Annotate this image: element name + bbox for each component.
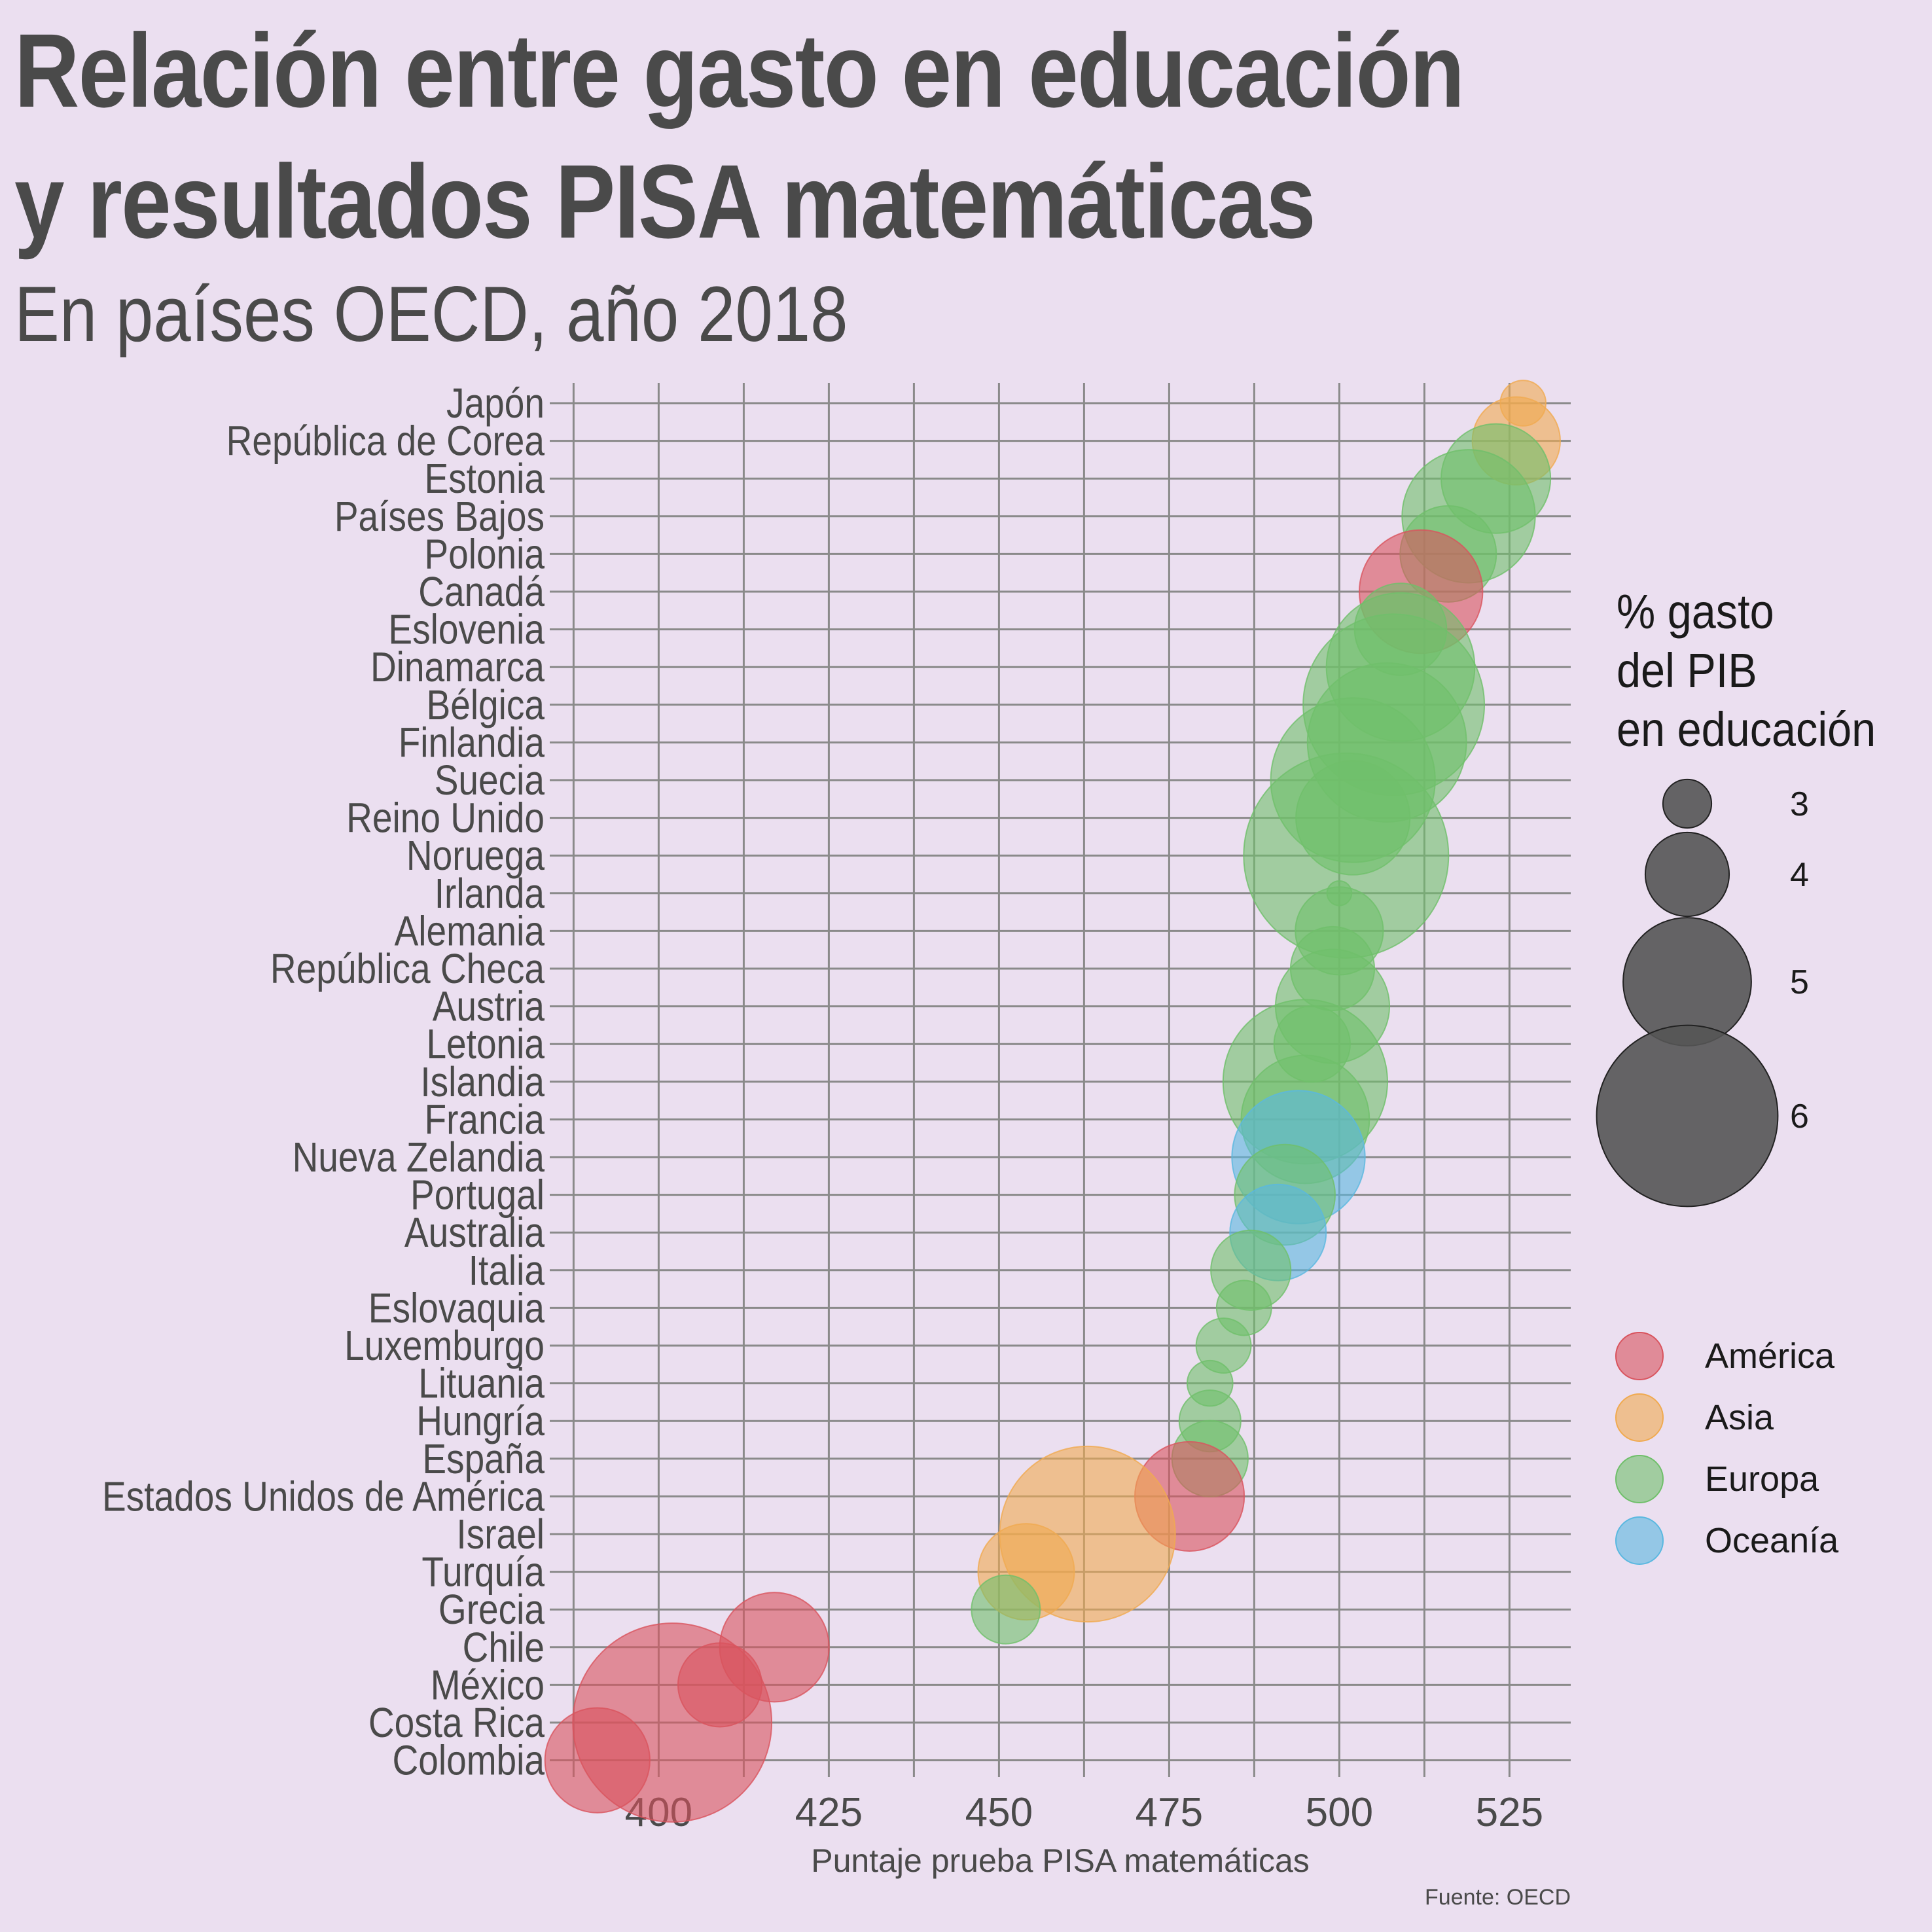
color-legend-swatch — [1615, 1455, 1664, 1503]
country-label: Estados Unidos de América — [102, 1473, 545, 1520]
color-legend-label: América — [1705, 1336, 1835, 1376]
country-label: Francia — [425, 1096, 545, 1143]
country-label: Canadá — [418, 568, 545, 615]
country-label: Reino Unido — [346, 795, 545, 842]
country-label: Suecia — [435, 757, 545, 804]
country-label: Lituania — [418, 1360, 545, 1407]
country-label: Israel — [456, 1511, 545, 1558]
country-label: República de Corea — [226, 418, 545, 465]
country-label: Turquía — [421, 1548, 545, 1596]
country-label: Islandia — [420, 1058, 545, 1105]
country-label: Portugal — [410, 1172, 545, 1219]
x-tick-label: 500 — [1306, 1790, 1373, 1835]
country-label: Japón — [446, 380, 545, 427]
size-legend-label: 6 — [1790, 1098, 1809, 1136]
chart-title: Relación entre gasto en educación y resu… — [14, 5, 1465, 267]
country-label: España — [422, 1435, 545, 1482]
country-label: Colombia — [393, 1737, 545, 1784]
bubble-point — [544, 1707, 651, 1814]
size-legend-title: % gasto del PIB en educación — [1617, 584, 1876, 757]
country-label: Bélgica — [427, 681, 545, 728]
country-label: Eslovenia — [388, 606, 545, 653]
color-legend-label: Asia — [1705, 1398, 1774, 1437]
x-tick-label: 425 — [795, 1790, 863, 1835]
x-axis-title: Puntaje prueba PISA matemáticas — [811, 1842, 1310, 1879]
x-axis-ticks: 400425450475500525 — [625, 1790, 1543, 1835]
country-label: Finlandia — [399, 719, 545, 766]
country-label: Eslovaquia — [368, 1284, 545, 1331]
country-label: Costa Rica — [368, 1699, 545, 1746]
bubble-point — [971, 1574, 1041, 1645]
country-label: Estonia — [424, 455, 545, 502]
country-label: Hungría — [416, 1397, 545, 1444]
size-legend-label: 5 — [1790, 963, 1809, 1001]
country-label: Nueva Zelandia — [293, 1134, 545, 1181]
x-tick-label: 525 — [1476, 1790, 1543, 1835]
grid — [550, 383, 1571, 1777]
chart-subtitle: En países OECD, año 2018 — [14, 270, 848, 358]
color-legend-label: Europa — [1705, 1459, 1819, 1499]
size-legend-circle — [1662, 778, 1713, 829]
x-tick-label: 450 — [965, 1790, 1033, 1835]
country-label: Australia — [404, 1209, 545, 1256]
size-legend-circle — [1596, 1024, 1779, 1208]
country-label: Letonia — [426, 1020, 545, 1067]
country-label: Austria — [433, 983, 545, 1030]
country-label: Irlanda — [435, 870, 545, 917]
country-label: México — [431, 1661, 545, 1708]
source-note: Fuente: OECD — [1425, 1885, 1571, 1910]
color-legend-swatch — [1615, 1332, 1664, 1380]
bubbles — [544, 380, 1561, 1823]
country-label: Grecia — [438, 1586, 545, 1633]
country-label: Luxemburgo — [344, 1322, 545, 1369]
color-legend-swatch — [1615, 1393, 1664, 1442]
size-legend: 3 4 5 6 — [1596, 778, 1809, 1208]
country-label: Países Bajos — [334, 493, 545, 540]
color-legend: América Asia Europa Oceanía — [1615, 1332, 1839, 1565]
color-legend-label: Oceanía — [1705, 1521, 1839, 1560]
country-label: Italia — [469, 1247, 545, 1294]
size-legend-circle — [1644, 831, 1730, 918]
country-label: República Checa — [270, 945, 545, 992]
country-label: Alemania — [395, 907, 545, 954]
color-legend-swatch — [1615, 1516, 1664, 1565]
size-legend-label: 3 — [1790, 785, 1809, 823]
country-label: Polonia — [424, 530, 545, 577]
chart-title-line-1: Relación entre gasto en educación — [14, 12, 1465, 129]
chart-title-line-2: y resultados PISA matemáticas — [14, 143, 1316, 260]
country-label: Noruega — [406, 832, 545, 879]
x-tick-label: 475 — [1136, 1790, 1203, 1835]
country-label: Chile — [463, 1624, 545, 1671]
size-legend-label: 4 — [1790, 856, 1809, 894]
country-label: Dinamarca — [370, 643, 545, 690]
